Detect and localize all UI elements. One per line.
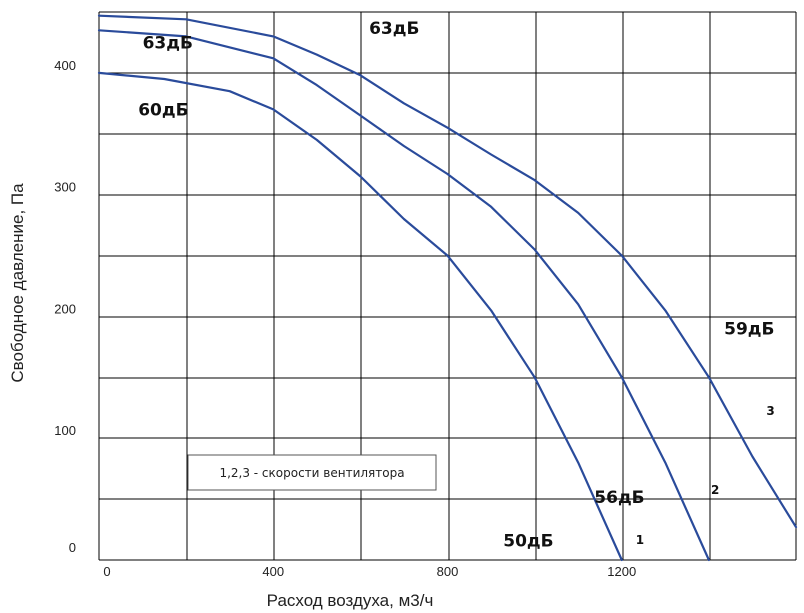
series-lines: [97, 14, 798, 562]
x-tick-label: 1200: [607, 564, 636, 579]
db-annotation: 59дБ: [724, 320, 774, 340]
x-tick-label: 800: [437, 564, 459, 579]
speed-label: 3: [766, 404, 774, 418]
speed-labels: 1 2 3: [636, 404, 775, 547]
series-line-1: [97, 71, 623, 562]
x-tick-label: 400: [262, 564, 284, 579]
y-tick-label: 200: [54, 301, 76, 316]
speed-label: 1: [636, 533, 644, 547]
db-annotation: 50дБ: [503, 532, 553, 552]
db-annotation: 63дБ: [143, 34, 193, 54]
db-annotation: 56дБ: [594, 488, 644, 508]
series-line-3: [97, 14, 798, 529]
noise-level-annotations: 63дБ 63дБ 60дБ 59дБ 56дБ 50дБ: [138, 19, 774, 552]
x-tick-label: 0: [103, 564, 110, 579]
y-axis-title: Свободное давление, Па: [8, 183, 27, 383]
x-axis-title: Расход воздуха, м3/ч: [267, 591, 434, 610]
db-annotation: 63дБ: [369, 19, 419, 39]
legend-note-text: 1,2,3 - скорости вентилятора: [219, 466, 404, 480]
y-tick-label: 100: [54, 423, 76, 438]
legend-note-frame: [187, 454, 437, 491]
series-line-2: [97, 29, 711, 562]
db-annotation: 60дБ: [138, 101, 188, 121]
y-tick-label: 400: [54, 58, 76, 73]
legend-note-box: 1,2,3 - скорости вентилятора: [187, 454, 437, 491]
y-tick-label: 0: [69, 540, 76, 555]
speed-label: 2: [711, 483, 719, 497]
y-axis-tick-labels: 0 100 200 300 400: [54, 58, 76, 555]
x-axis-tick-labels: 0 400 800 1200: [103, 564, 636, 579]
y-tick-label: 300: [54, 180, 76, 195]
